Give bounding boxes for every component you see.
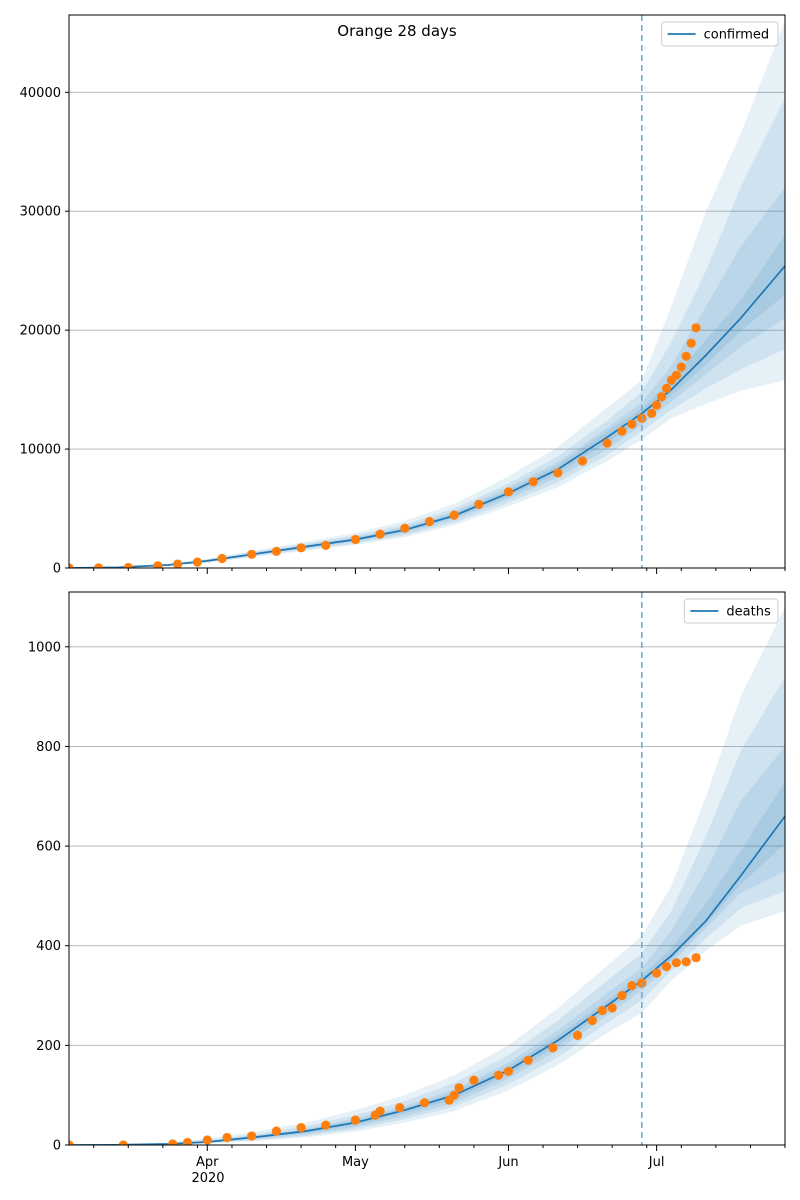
observed-point: [686, 338, 696, 348]
observed-point: [691, 953, 701, 963]
observed-point: [528, 477, 538, 487]
observed-point: [523, 1055, 533, 1065]
y-tick-label: 600: [36, 840, 61, 855]
observed-point: [350, 1115, 360, 1125]
legend: confirmed: [661, 21, 779, 47]
figure-title: Orange 28 days: [337, 22, 457, 40]
observed-point: [350, 534, 360, 545]
observed-point: [661, 383, 672, 393]
observed-point: [375, 529, 385, 539]
observed-point: [375, 1106, 385, 1116]
x-tick-label: Jun: [497, 1155, 518, 1170]
y-tick-label: 0: [53, 562, 61, 577]
observed-point: [647, 408, 657, 418]
y-tick-label: 200: [36, 1039, 61, 1054]
observed-point: [123, 562, 133, 568]
y-tick-label: 800: [36, 740, 61, 755]
x-tick-label: Apr: [196, 1155, 219, 1170]
observed-point: [424, 517, 435, 527]
legend-label: confirmed: [704, 28, 770, 43]
observed-point: [182, 1137, 193, 1145]
observed-point: [671, 958, 682, 968]
observed-point: [202, 1135, 212, 1145]
plot-area: [69, 20, 785, 568]
observed-point: [503, 487, 514, 497]
observed-point: [395, 1103, 405, 1113]
observed-point: [454, 1083, 464, 1093]
observed-point: [597, 1005, 607, 1016]
observed-point: [676, 362, 686, 372]
observed-point: [69, 1140, 74, 1145]
observed-point: [222, 1132, 232, 1143]
y-tick-label: 0: [53, 1139, 61, 1154]
observed-point: [271, 1126, 281, 1136]
observed-point: [553, 468, 563, 478]
observed-point: [168, 1139, 178, 1145]
observed-point: [617, 990, 627, 1001]
observed-point: [173, 559, 183, 568]
observed-point: [652, 400, 662, 410]
observed-point: [192, 557, 202, 567]
observed-point: [617, 426, 627, 436]
observed-point: [548, 1043, 558, 1053]
observed-point: [321, 1120, 331, 1130]
observed-point: [153, 561, 163, 568]
y-tick-label: 400: [36, 939, 61, 954]
observed-point: [469, 1075, 479, 1085]
uncertainty-band: [69, 20, 785, 568]
observed-point: [657, 392, 667, 402]
observed-point: [69, 563, 74, 568]
observed-point: [247, 1131, 257, 1141]
observed-point: [118, 1140, 128, 1145]
y-tick-label: 10000: [20, 443, 61, 458]
observed-point: [419, 1098, 430, 1108]
y-tick-label: 1000: [28, 640, 61, 655]
observed-point: [474, 499, 484, 509]
y-tick-label: 40000: [20, 86, 61, 101]
legend-box: [683, 598, 779, 624]
observed-point: [449, 1090, 459, 1100]
uncertainty-band: [69, 98, 785, 568]
observed-point: [652, 968, 662, 978]
observed-point: [449, 510, 459, 520]
observed-point: [602, 438, 612, 448]
observed-point: [627, 981, 637, 991]
observed-point: [271, 546, 281, 557]
observed-point: [661, 962, 672, 972]
confirmed-panel: 0 10000 20000 30000 40000 confirmed: [20, 14, 786, 577]
legend-label: deaths: [726, 605, 771, 620]
observed-point: [94, 563, 104, 568]
deaths-panel: 0 200 400 600 800 1000 Apr May Jun Jul deaths: [28, 591, 786, 1170]
observed-point: [321, 540, 331, 551]
y-tick-label: 20000: [20, 324, 61, 339]
observed-point: [671, 370, 682, 380]
x-tick-label: May: [342, 1155, 369, 1170]
observed-point: [681, 351, 691, 361]
observed-point: [494, 1070, 504, 1080]
axes-frame: [68, 14, 786, 569]
observed-point: [691, 323, 701, 333]
axes-frame: [68, 591, 786, 1146]
observed-point: [503, 1066, 514, 1076]
observed-point: [607, 1003, 617, 1013]
observed-point: [681, 957, 691, 967]
y-tick-label: 30000: [20, 205, 61, 220]
observed-point: [400, 523, 410, 533]
observed-point: [296, 1123, 306, 1133]
observed-point: [247, 549, 257, 559]
legend: deaths: [683, 598, 779, 624]
x-tick-label: Jul: [648, 1155, 665, 1170]
year-label: 2020: [191, 1171, 224, 1186]
observed-point: [587, 1015, 598, 1026]
observed-point: [573, 1030, 583, 1040]
legend-box: [661, 21, 779, 47]
plot-area: [69, 606, 785, 1145]
observed-point: [296, 543, 306, 553]
observed-point: [627, 419, 637, 429]
observed-point: [217, 553, 227, 564]
observed-point: [577, 456, 588, 466]
